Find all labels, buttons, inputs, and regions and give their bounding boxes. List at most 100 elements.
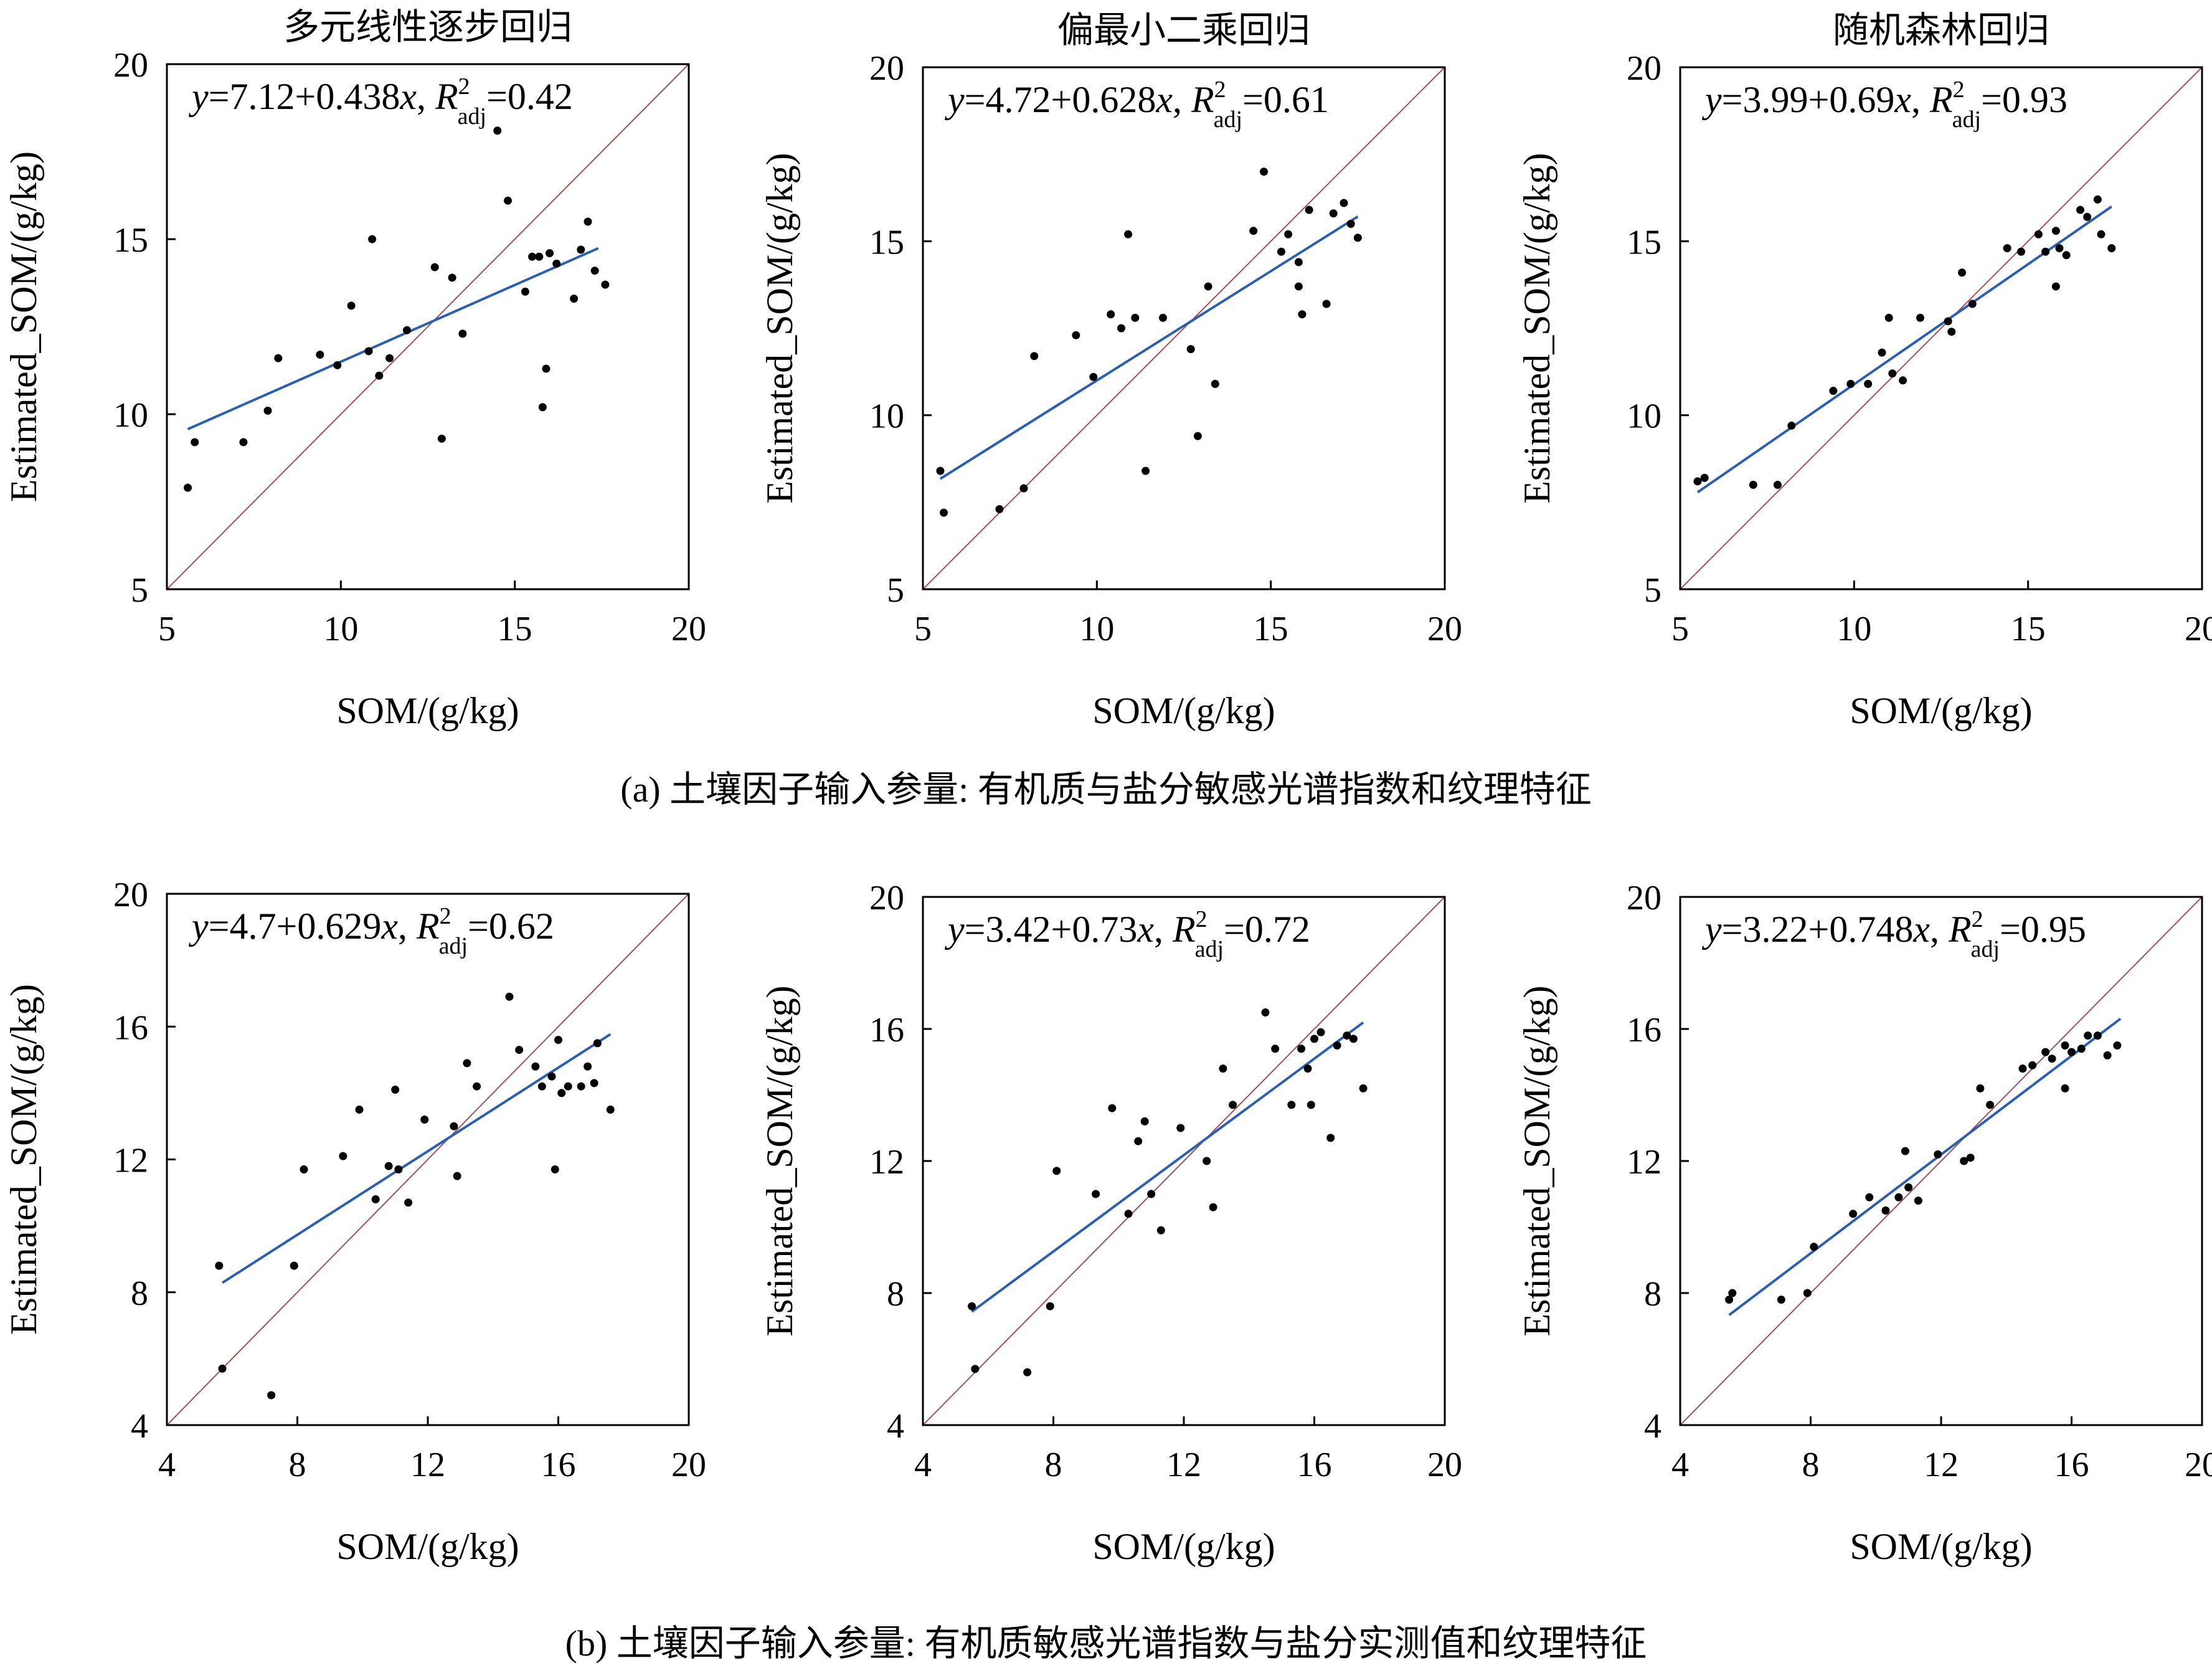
data-point <box>590 267 599 275</box>
y-tick-label: 16 <box>869 1011 904 1050</box>
x-axis-label: SOM/(g/kg) <box>1092 690 1275 731</box>
x-tick-label: 8 <box>289 1446 306 1484</box>
x-tick-label: 10 <box>1079 610 1114 648</box>
data-point <box>1326 1134 1335 1142</box>
data-point <box>1914 1197 1922 1205</box>
data-point <box>1343 1031 1351 1040</box>
data-point <box>1176 1124 1185 1132</box>
data-point <box>940 508 948 517</box>
data-point <box>430 263 439 272</box>
scatter-chart-2: 偏最小二乘回归 5 10 15 20 5 10 15 20 SOM/(g/kg) Estimated… <box>759 9 1462 731</box>
y-axis-label: Estimated_SOM/(g/kg) <box>1516 153 1557 503</box>
data-point <box>503 196 512 205</box>
y-tick-label: 15 <box>869 223 904 262</box>
eq-r-subscript: adj <box>1952 107 1981 133</box>
data-point <box>453 1172 461 1180</box>
data-point <box>1693 477 1702 486</box>
data-point <box>515 1046 524 1054</box>
data-point <box>2055 244 2064 253</box>
data-point <box>1124 230 1133 239</box>
data-point <box>1046 1302 1054 1310</box>
data-point <box>1019 484 1028 493</box>
data-point <box>218 1364 227 1373</box>
data-point <box>300 1165 308 1173</box>
data-point <box>546 249 554 257</box>
data-point <box>1124 1210 1133 1218</box>
data-point <box>1777 1296 1785 1304</box>
eq-r2-value: =0.95 <box>2000 909 2086 950</box>
data-point <box>1899 376 1907 385</box>
data-point <box>1878 348 1886 357</box>
data-point <box>577 1082 585 1091</box>
data-point <box>1259 168 1268 176</box>
data-point <box>531 1062 540 1071</box>
y-tick-label: 20 <box>1627 49 1661 88</box>
x-tick-label: 20 <box>2185 1446 2212 1484</box>
data-point <box>1294 258 1303 267</box>
data-point <box>1203 1157 1211 1165</box>
data-point <box>1284 230 1293 239</box>
data-point <box>542 364 551 373</box>
caption-a: (a) 土壤因子输入参量: 有机质与盐分敏感光谱指数和纹理特征 <box>620 769 1592 810</box>
data-point <box>184 483 192 492</box>
data-point <box>2034 230 2043 239</box>
data-point <box>1131 313 1140 322</box>
data-point <box>448 273 456 282</box>
data-point <box>1916 313 1924 322</box>
data-point <box>2041 1048 2050 1056</box>
x-tick-label: 12 <box>1166 1446 1201 1484</box>
eq-r: R <box>416 906 440 947</box>
data-point <box>547 1072 556 1081</box>
x-tick-label: 5 <box>158 610 176 648</box>
y-tick-label: 20 <box>869 49 904 88</box>
eq-separator: , <box>398 906 417 947</box>
data-point <box>570 295 579 303</box>
eq-y: y <box>1701 79 1722 120</box>
eq-r-superscript: 2 <box>1953 77 1965 103</box>
data-point <box>1810 1243 1818 1251</box>
regression-equation: y=4.72+0.628x, R2 adj=0.61 <box>944 77 1329 133</box>
data-point <box>1134 1137 1143 1145</box>
identity-line <box>167 894 689 1425</box>
eq-r: R <box>1948 909 1972 950</box>
x-tick-label: 20 <box>2185 610 2212 648</box>
eq-r-subscript: adj <box>1214 107 1242 133</box>
data-point <box>473 1082 481 1091</box>
data-point <box>355 1106 364 1114</box>
eq-x: x <box>399 76 417 117</box>
data-point <box>551 1165 559 1173</box>
data-point <box>1333 1041 1341 1050</box>
eq-coefficients: =4.72+0.628 <box>965 79 1156 120</box>
eq-r2-value: =0.42 <box>486 76 573 117</box>
chart-title: 随机森林回归 <box>1833 9 2049 51</box>
y-tick-label: 20 <box>869 879 904 917</box>
data-point <box>1700 473 1709 482</box>
data-point <box>290 1261 298 1270</box>
eq-r: R <box>1172 909 1196 950</box>
eq-x: x <box>1137 909 1154 950</box>
data-point <box>1307 1101 1315 1109</box>
data-point <box>995 505 1004 514</box>
chart-title: 偏最小二乘回归 <box>1057 9 1310 51</box>
eq-separator: , <box>417 76 435 117</box>
data-point <box>2003 244 2011 253</box>
regression-equation: y=7.12+0.438x, R2 adj=0.42 <box>188 73 573 130</box>
data-point <box>971 1365 980 1373</box>
scatter-chart-1: 多元线性逐步回归 5 10 15 20 5 10 15 20 SOM/(g/kg) Estimate… <box>3 6 706 731</box>
x-tick-label: 16 <box>1297 1446 1332 1484</box>
x-tick-label: 15 <box>2011 610 2046 648</box>
data-point <box>339 1152 347 1160</box>
data-point <box>552 259 561 268</box>
data-point <box>2084 1031 2092 1040</box>
data-point <box>385 354 394 363</box>
data-point <box>1976 1084 1985 1092</box>
data-point <box>1864 379 1873 388</box>
eq-r-superscript: 2 <box>440 903 451 929</box>
data-point <box>1803 1289 1812 1297</box>
eq-r-subscript: adj <box>1195 936 1224 962</box>
regression-equation: y=3.22+0.748x, R2 adj=0.95 <box>1701 906 2086 962</box>
data-point <box>1787 421 1796 430</box>
data-point <box>601 280 610 289</box>
eq-r-subscript: adj <box>439 933 468 959</box>
data-point <box>450 1122 458 1130</box>
